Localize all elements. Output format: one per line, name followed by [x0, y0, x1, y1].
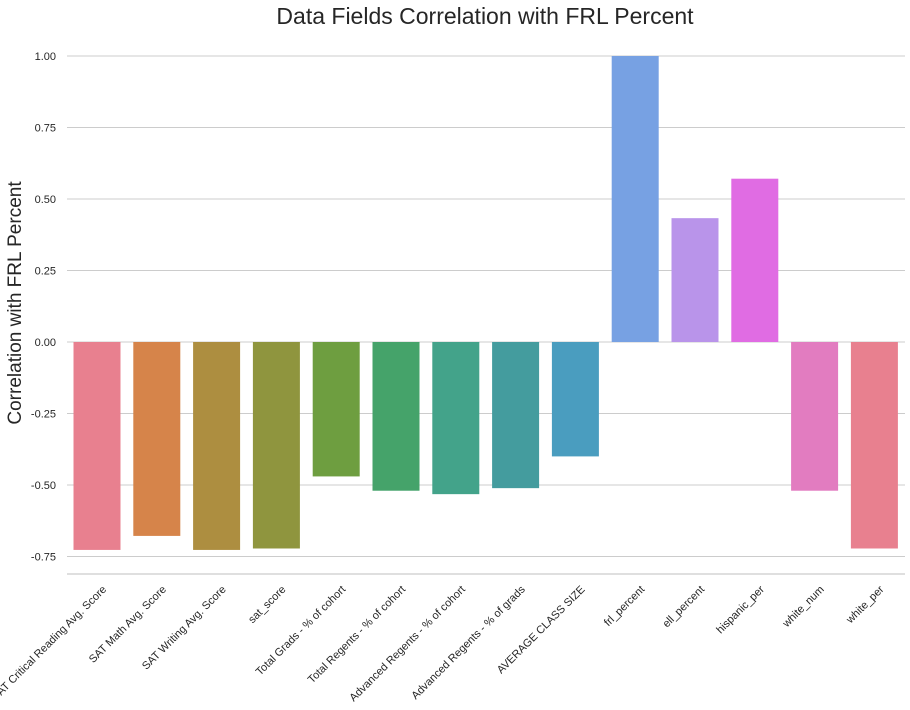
x-tick-label: frl_percent	[602, 584, 647, 629]
y-tick-label: -0.75	[31, 552, 56, 564]
x-tick-label: white_per	[844, 583, 887, 626]
x-tick-label: ell_percent	[661, 584, 708, 631]
bar-1	[133, 342, 181, 536]
bar-8	[551, 342, 599, 457]
x-tick-label: SAT Critical Reading Avg. Score	[0, 584, 109, 704]
bar-2	[193, 342, 241, 550]
x-tick-label: white_num	[780, 584, 827, 631]
y-tick-label: 0.50	[35, 194, 56, 206]
bars-layer	[73, 56, 898, 550]
grid-layer	[67, 55, 905, 575]
bar-13	[850, 342, 898, 549]
y-tick-label: 1.00	[35, 51, 56, 63]
x-tick-label: Advanced Regents - % of cohort	[347, 584, 467, 704]
y-tick-label: 0.75	[35, 123, 56, 135]
x-tick-label: Total Regents - % of cohort	[306, 584, 408, 686]
bar-3	[252, 342, 300, 549]
bar-12	[791, 342, 839, 491]
bar-5	[372, 342, 420, 491]
bar-7	[492, 342, 540, 489]
x-tick-label: hispanic_per	[714, 583, 767, 636]
bar-9	[611, 56, 659, 342]
bar-6	[432, 342, 480, 495]
y-axis-label: Correlation with FRL Percent	[5, 181, 26, 425]
bar-11	[731, 178, 779, 342]
y-tick-label: -0.50	[31, 480, 56, 492]
chart-title: Data Fields Correlation with FRL Percent	[276, 3, 694, 29]
bar-4	[312, 342, 360, 477]
bar-10	[671, 218, 719, 342]
x-tick-label: sat_score	[246, 584, 288, 626]
y-tick-label: -0.25	[31, 409, 56, 421]
x-tick-label: Advanced Regents - % of grads	[409, 583, 528, 702]
y-tick-labels: 1.00 0.75 0.50 0.25 0.00 -0.25 -0.50 -0.75	[31, 51, 56, 564]
y-tick-label: 0.00	[35, 337, 56, 349]
y-tick-label: 0.25	[35, 266, 56, 278]
bar-0	[73, 342, 121, 550]
